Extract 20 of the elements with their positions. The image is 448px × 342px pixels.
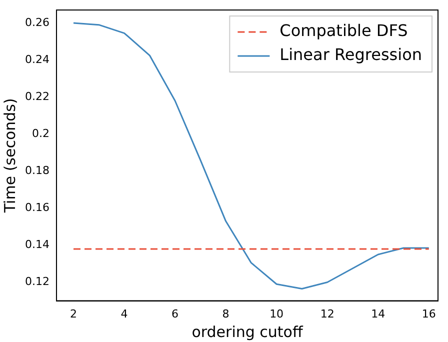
y-axis-title: Time (seconds) (0, 98, 19, 214)
x-tick-label: 4 (120, 307, 128, 320)
y-tick-label: 0.26 (24, 16, 50, 29)
y-tick-label: 0.14 (24, 238, 50, 252)
y-tick-label: 0.22 (24, 90, 50, 103)
y-tick-label: 0.12 (24, 275, 50, 288)
x-tick-label: 12 (320, 307, 334, 320)
x-tick-label: 16 (422, 307, 436, 320)
legend-label: Linear Regression (280, 45, 422, 64)
x-tick-label: 8 (222, 307, 230, 320)
x-tick-label: 14 (371, 307, 386, 320)
x-tick-label: 10 (270, 307, 284, 320)
y-tick-label: 0.24 (24, 52, 50, 66)
y-tick-label: 0.2 (32, 126, 50, 140)
x-tick-label: 2 (70, 307, 77, 320)
x-axis-title: ordering cutoff (192, 322, 304, 341)
y-tick-label: 0.18 (24, 164, 50, 178)
x-tick-label: 6 (172, 307, 179, 320)
y-tick-label: 0.16 (24, 201, 50, 214)
legend-label: Compatible DFS (280, 21, 408, 40)
